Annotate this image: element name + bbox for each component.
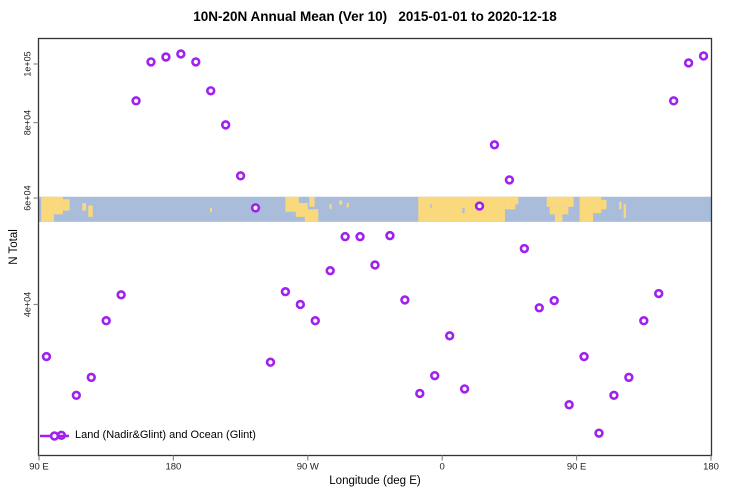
data-point (683, 58, 694, 68)
map-band-land (41, 196, 54, 222)
map-band-land (304, 209, 319, 222)
data-point (474, 201, 485, 211)
data-point (415, 388, 425, 399)
x-tick-label: 0 (440, 462, 445, 473)
x-tick-label: 90 W (297, 462, 319, 473)
map-band-land (285, 196, 299, 212)
data-point (549, 295, 559, 306)
map-band-land (593, 196, 602, 214)
data-point (340, 231, 350, 242)
map-band-land (88, 205, 93, 217)
map-band-land (329, 204, 332, 209)
data-point (355, 231, 365, 242)
map-band-land (62, 199, 70, 211)
data-point (698, 51, 709, 61)
map-band-land (53, 196, 63, 215)
data-point (116, 290, 126, 300)
map-band-land (82, 203, 87, 211)
map-band-land (504, 196, 516, 210)
x-tick-label: 90 E (29, 462, 49, 473)
x-tick-label: 180 (165, 462, 181, 473)
data-point (639, 316, 649, 326)
x-axis-title: Longitude (deg E) (329, 475, 421, 487)
legend-marker (49, 431, 60, 441)
plot-border (37, 37, 713, 457)
data-point (370, 260, 380, 270)
data-point (609, 390, 619, 401)
data-point (564, 400, 574, 410)
data-point (280, 286, 291, 297)
data-point (400, 295, 410, 305)
map-band-lake (462, 208, 465, 214)
data-point (176, 49, 186, 59)
data-point (519, 243, 530, 254)
data-point (86, 372, 96, 383)
data-point (654, 288, 664, 299)
map-band-lake (430, 204, 432, 209)
data-point (668, 96, 679, 106)
map-band-land (619, 201, 622, 210)
data-point (131, 96, 141, 106)
y-tick-label: 1e+05 (22, 51, 32, 76)
map-band-land (209, 208, 212, 213)
y-tick-label: 6e+04 (22, 185, 32, 210)
map-band-land (554, 214, 563, 222)
data-point (161, 52, 171, 62)
data-point (220, 120, 231, 130)
map-band-land (549, 206, 569, 215)
data-point (430, 370, 440, 381)
map-band-land (346, 203, 349, 208)
data-point (489, 140, 500, 150)
data-point (146, 57, 156, 67)
map-band-land (546, 196, 574, 207)
y-tick-label: 8e+04 (22, 110, 32, 135)
data-point (41, 351, 52, 362)
map-band-land (295, 203, 308, 217)
y-tick-label: 4e+04 (22, 292, 32, 317)
map-band-land (418, 196, 505, 222)
map-band-land (339, 200, 343, 205)
x-tick-label: 90 E (567, 462, 587, 473)
data-point (534, 303, 544, 313)
data-point (624, 372, 634, 383)
data-point (504, 175, 515, 185)
data-point (385, 230, 395, 241)
data-point (295, 299, 306, 310)
map-band-ocean (39, 196, 711, 222)
data-point (71, 390, 82, 401)
data-point (191, 57, 201, 67)
data-point (579, 351, 589, 362)
legend-label: Land (Nadir&Glint) and Ocean (Glint) (75, 429, 256, 441)
data-point (250, 203, 261, 213)
chart-title: 10N-20N Annual Mean (Ver 10) 2015-01-01 … (193, 9, 557, 24)
data-point (325, 265, 335, 276)
map-band-land (309, 196, 315, 207)
map-band-land (601, 199, 607, 210)
data-point (444, 331, 455, 341)
map-band-land (623, 204, 626, 219)
data-point (101, 316, 111, 326)
map-band-land (510, 196, 519, 205)
data-point (235, 171, 246, 181)
data-point (265, 357, 276, 367)
data-point (594, 428, 604, 438)
data-point (310, 316, 320, 326)
data-point (459, 384, 470, 394)
map-band-land (579, 196, 594, 222)
data-point (206, 86, 216, 96)
x-tick-label: 180 (703, 462, 719, 473)
